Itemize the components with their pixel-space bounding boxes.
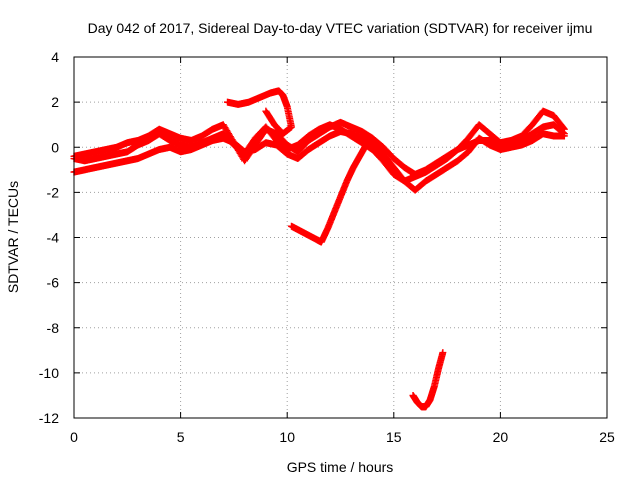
x-tick-label: 0 <box>70 429 78 445</box>
y-tick-label: -4 <box>47 230 60 246</box>
chart-title: Day 042 of 2017, Sidereal Day-to-day VTE… <box>88 20 593 36</box>
y-tick-label: -2 <box>47 184 60 200</box>
y-tick-label: -8 <box>47 320 60 336</box>
x-tick-label: 25 <box>599 429 615 445</box>
y-tick-label: -10 <box>39 365 59 381</box>
x-tick-label: 5 <box>177 429 185 445</box>
y-tick-label: 0 <box>51 139 59 155</box>
data-point <box>362 141 370 149</box>
y-tick-label: 4 <box>51 49 59 65</box>
series-deep-dip <box>409 349 447 411</box>
series-afternoon-arc <box>224 87 295 138</box>
data-point <box>560 130 568 138</box>
y-tick-label: -12 <box>39 410 59 426</box>
x-tick-label: 10 <box>279 429 295 445</box>
y-axis-label: SDTVAR / TECUs <box>5 181 21 293</box>
y-tick-label: -6 <box>47 275 60 291</box>
x-axis-label: GPS time / hours <box>287 459 394 475</box>
x-tick-label: 20 <box>493 429 509 445</box>
series-track-c <box>70 121 568 185</box>
data-points <box>70 87 568 411</box>
data-point <box>559 129 567 137</box>
data-point <box>262 107 270 115</box>
plot-frame <box>73 56 608 419</box>
y-tick-label: 2 <box>51 94 59 110</box>
axis-ticks: 0 5 10 15 20 25 -12 -10 -8 -6 -4 -2 0 2 4 <box>39 49 615 445</box>
x-tick-label: 15 <box>386 429 402 445</box>
data-point <box>439 349 447 357</box>
series-dip-curve <box>287 141 370 246</box>
grid <box>74 57 607 418</box>
data-point <box>263 108 271 116</box>
